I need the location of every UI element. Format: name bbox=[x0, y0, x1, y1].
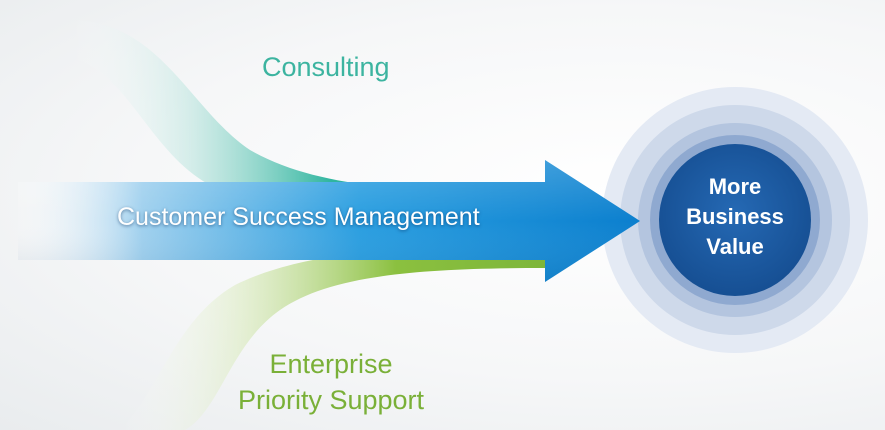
value-line-2: Business bbox=[686, 204, 784, 229]
customer-success-arrow-shade bbox=[18, 160, 640, 282]
customer-success-label: Customer Success Management bbox=[117, 203, 480, 231]
enterprise-support-flow bbox=[120, 246, 545, 430]
value-line-3: Value bbox=[706, 234, 764, 259]
enterprise-support-line-2: Priority Support bbox=[237, 385, 425, 415]
enterprise-support-label: Enterprise Priority Support bbox=[190, 346, 472, 418]
enterprise-support-line-1: Enterprise bbox=[269, 349, 393, 379]
target-core bbox=[659, 144, 811, 296]
business-value-label: More Business Value bbox=[655, 172, 815, 262]
value-line-1: More bbox=[708, 174, 762, 199]
consulting-label: Consulting bbox=[262, 52, 390, 82]
